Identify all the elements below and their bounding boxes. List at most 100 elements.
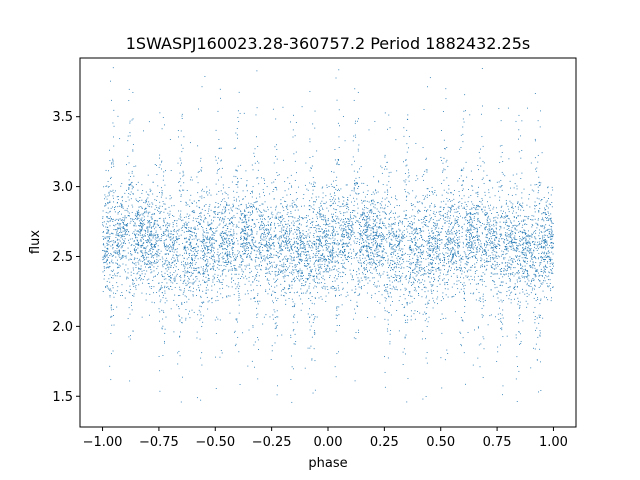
- data-point: [511, 242, 513, 244]
- data-point: [180, 277, 182, 279]
- data-point: [335, 180, 337, 181]
- data-point: [130, 259, 132, 260]
- data-point: [350, 230, 352, 231]
- data-point: [277, 175, 279, 176]
- data-point: [368, 217, 370, 219]
- data-point: [357, 306, 359, 307]
- data-point: [463, 267, 465, 268]
- data-point: [424, 303, 426, 305]
- data-point: [301, 235, 303, 237]
- data-point: [312, 257, 314, 259]
- data-point: [139, 234, 141, 236]
- data-point: [368, 277, 370, 279]
- data-point: [507, 269, 508, 271]
- data-point: [325, 222, 327, 224]
- data-point: [252, 325, 254, 327]
- data-point: [362, 214, 363, 216]
- data-point: [181, 162, 182, 164]
- data-point: [391, 252, 393, 254]
- data-point: [311, 165, 313, 167]
- data-point: [305, 251, 307, 253]
- data-point: [441, 183, 443, 185]
- data-point: [293, 225, 295, 227]
- data-point: [106, 258, 108, 260]
- data-point: [279, 231, 281, 233]
- data-point: [179, 172, 181, 174]
- data-point: [475, 234, 477, 236]
- data-point: [300, 252, 302, 254]
- data-point: [535, 329, 536, 331]
- data-point: [207, 289, 209, 291]
- data-point: [313, 227, 315, 229]
- data-point: [210, 228, 212, 230]
- data-point: [341, 227, 343, 229]
- data-point: [265, 273, 267, 274]
- data-point: [280, 283, 282, 285]
- data-point: [148, 201, 150, 203]
- data-point: [119, 245, 120, 247]
- data-point: [165, 239, 167, 241]
- data-point: [408, 291, 410, 293]
- data-point: [159, 311, 161, 313]
- data-point: [513, 287, 515, 289]
- data-point: [365, 245, 367, 247]
- data-point: [541, 257, 543, 259]
- data-point: [227, 194, 229, 196]
- data-point: [446, 239, 448, 241]
- data-point: [110, 178, 111, 179]
- data-point: [390, 217, 392, 218]
- data-point: [300, 239, 302, 241]
- data-point: [482, 251, 483, 253]
- data-point: [434, 235, 436, 237]
- data-point: [346, 204, 348, 206]
- data-point: [526, 282, 528, 284]
- data-point: [429, 77, 431, 79]
- data-point: [299, 219, 300, 221]
- data-point: [321, 245, 323, 247]
- data-point: [397, 281, 399, 283]
- data-point: [323, 255, 325, 257]
- data-point: [225, 193, 227, 194]
- data-point: [364, 224, 366, 226]
- data-point: [212, 268, 214, 270]
- data-point: [189, 205, 191, 207]
- data-point: [532, 252, 534, 254]
- data-point: [321, 187, 323, 189]
- data-point: [461, 168, 463, 170]
- data-point: [140, 265, 142, 267]
- data-point: [495, 264, 497, 266]
- data-point: [299, 231, 301, 233]
- data-point: [512, 210, 514, 212]
- data-point: [298, 279, 300, 281]
- data-point: [500, 273, 502, 275]
- data-point: [192, 291, 194, 293]
- data-point: [534, 275, 536, 276]
- data-point: [181, 322, 183, 324]
- data-point: [413, 229, 415, 231]
- data-point: [376, 226, 378, 228]
- data-point: [170, 281, 172, 283]
- data-point: [149, 231, 151, 233]
- data-point: [238, 293, 240, 294]
- data-point: [309, 308, 310, 310]
- data-point: [544, 230, 546, 232]
- data-point: [218, 257, 220, 259]
- data-point: [132, 150, 134, 152]
- data-point: [220, 350, 222, 352]
- data-point: [195, 280, 197, 282]
- data-point: [312, 211, 314, 213]
- data-point: [285, 240, 287, 242]
- data-point: [194, 259, 196, 261]
- data-point: [176, 222, 178, 224]
- data-point: [348, 241, 350, 243]
- data-point: [384, 156, 386, 158]
- data-point: [187, 204, 189, 206]
- data-point: [327, 266, 329, 267]
- data-point: [315, 248, 317, 250]
- data-point: [418, 269, 420, 271]
- data-point: [125, 225, 127, 226]
- data-point: [440, 262, 441, 263]
- data-point: [222, 297, 224, 299]
- data-point: [541, 245, 543, 247]
- data-point: [242, 221, 244, 223]
